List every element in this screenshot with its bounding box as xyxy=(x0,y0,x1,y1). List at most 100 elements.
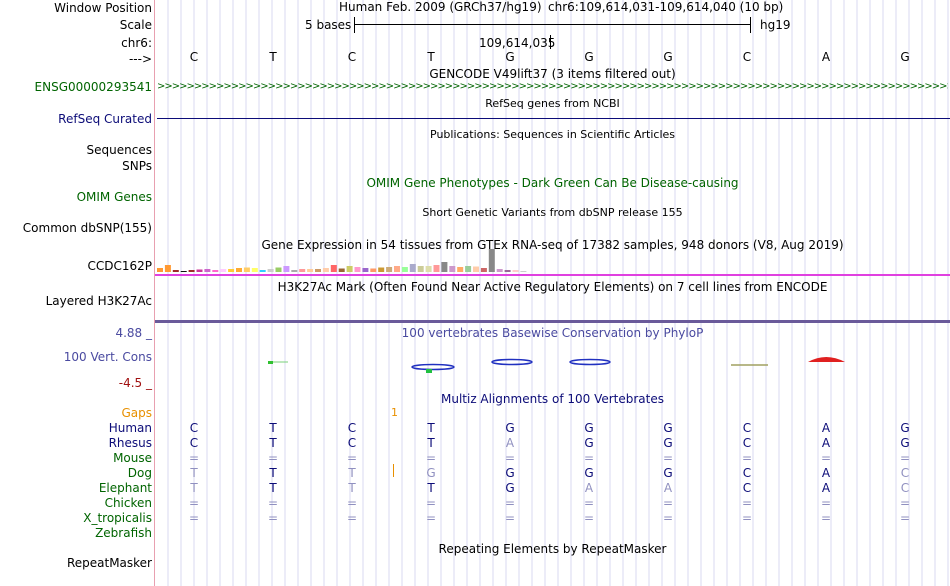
base-grid xyxy=(167,0,949,586)
alignment-base: A xyxy=(584,481,594,495)
dbsnp-label[interactable]: Common dbSNP(155) xyxy=(22,221,152,235)
alignment-base: = xyxy=(899,496,911,510)
alignment-base: T xyxy=(269,436,277,450)
alignment-base: A xyxy=(821,466,831,480)
alignment-base: C xyxy=(742,481,752,495)
species-label[interactable]: Zebrafish xyxy=(95,526,152,540)
repeatmasker-label[interactable]: RepeatMasker xyxy=(66,556,152,570)
h3k27ac-signal[interactable] xyxy=(155,320,950,323)
alignment-base: G xyxy=(505,481,515,495)
alignment-base: T xyxy=(427,436,435,450)
alignment-base: T xyxy=(427,421,435,435)
alignment-base: = xyxy=(267,511,279,525)
reference-base: C xyxy=(742,50,752,64)
species-label[interactable]: Chicken xyxy=(104,496,152,510)
omim-title: OMIM Gene Phenotypes - Dark Green Can Be… xyxy=(366,176,739,190)
alignment-base: = xyxy=(504,511,516,525)
window-position-value: chr6:109,614,031-109,614,040 (10 bp) xyxy=(548,0,784,14)
alignment-base: A xyxy=(821,481,831,495)
alignment-base: A xyxy=(821,436,831,450)
species-label[interactable]: Human xyxy=(108,421,152,435)
cons-title: 100 vertebrates Basewise Conservation by… xyxy=(401,326,704,340)
repeatmasker-title: Repeating Elements by RepeatMasker xyxy=(438,542,667,556)
gencode-label[interactable]: ENSG00000293541 xyxy=(34,80,152,94)
assembly-title: Human Feb. 2009 (GRCh37/hg19) xyxy=(339,0,542,14)
alignment-base: = xyxy=(267,496,279,510)
coordinate-tick xyxy=(550,35,551,49)
alignment-base: = xyxy=(820,496,832,510)
alignment-base: G xyxy=(505,421,515,435)
alignment-base: T xyxy=(190,481,198,495)
alignment-base: = xyxy=(662,451,674,465)
alignment-base: C xyxy=(742,436,752,450)
refseq-label[interactable]: RefSeq Curated xyxy=(58,112,152,126)
dog-insertion-mark xyxy=(393,464,394,477)
db-name: hg19 xyxy=(760,18,791,32)
gtex-separator xyxy=(155,274,950,276)
omim-label[interactable]: OMIM Genes xyxy=(76,190,152,204)
alignment-base: = xyxy=(583,496,595,510)
cons-min: -4.5 _ xyxy=(118,376,152,390)
alignment-base: T xyxy=(348,466,356,480)
publications-label[interactable]: Sequences xyxy=(86,143,152,157)
alignment-base: C xyxy=(742,466,752,480)
gaps-label[interactable]: Gaps xyxy=(121,406,152,420)
species-label[interactable]: Rhesus xyxy=(108,436,152,450)
reference-base: G xyxy=(584,50,594,64)
reference-base: G xyxy=(900,50,910,64)
reference-base: A xyxy=(821,50,831,64)
species-label[interactable]: Mouse xyxy=(113,451,152,465)
alignment-base: C xyxy=(347,421,357,435)
alignment-base: T xyxy=(427,481,435,495)
alignment-base: G xyxy=(426,466,436,480)
reference-base: G xyxy=(505,50,515,64)
refseq-feature[interactable] xyxy=(157,118,950,119)
alignment-base: T xyxy=(190,466,198,480)
alignment-base: G xyxy=(900,436,910,450)
alignment-base: = xyxy=(267,451,279,465)
alignment-base: A xyxy=(505,436,515,450)
species-label[interactable]: Elephant xyxy=(98,481,152,495)
scale-label: Scale xyxy=(119,18,152,32)
alignment-base: = xyxy=(188,451,200,465)
alignment-base: = xyxy=(188,511,200,525)
alignment-base: = xyxy=(662,496,674,510)
dbsnp-title: Short Genetic Variants from dbSNP releas… xyxy=(422,206,683,219)
alignment-base: C xyxy=(900,466,910,480)
label-divider xyxy=(154,0,155,586)
alignment-base: = xyxy=(346,511,358,525)
alignment-base: = xyxy=(899,451,911,465)
alignment-base: = xyxy=(188,496,200,510)
alignment-base: T xyxy=(348,481,356,495)
alignment-base: T xyxy=(269,466,277,480)
alignment-base: = xyxy=(820,451,832,465)
alignment-base: = xyxy=(583,511,595,525)
species-label[interactable]: Dog xyxy=(127,466,152,480)
h3k27ac-label[interactable]: Layered H3K27Ac xyxy=(45,294,152,308)
alignment-base: A xyxy=(663,481,673,495)
reference-base: G xyxy=(663,50,673,64)
alignment-base: G xyxy=(900,421,910,435)
publications-title: Publications: Sequences in Scientific Ar… xyxy=(430,128,675,141)
alignment-base: T xyxy=(269,421,277,435)
alignment-base: G xyxy=(663,436,673,450)
alignment-base: = xyxy=(741,511,753,525)
gtex-title: Gene Expression in 54 tissues from GTEx … xyxy=(261,238,844,252)
species-label[interactable]: X_tropicalis xyxy=(83,511,152,525)
reference-base: C xyxy=(347,50,357,64)
alignment-base: = xyxy=(425,451,437,465)
reference-base: T xyxy=(427,50,435,64)
alignment-base: C xyxy=(189,421,199,435)
gtex-label[interactable]: CCDC162P xyxy=(87,259,152,273)
refseq-title: RefSeq genes from NCBI xyxy=(485,97,620,110)
alignment-base: = xyxy=(425,496,437,510)
snps-label[interactable]: SNPs xyxy=(122,159,152,173)
alignment-base: = xyxy=(820,511,832,525)
alignment-base: = xyxy=(346,496,358,510)
gencode-title: GENCODE V49lift37 (3 items filtered out) xyxy=(429,67,676,81)
alignment-base: = xyxy=(741,496,753,510)
cons-label[interactable]: 100 Vert. Cons xyxy=(63,350,152,364)
gencode-feature[interactable]: >>>>>>>>>>>>>>>>>>>>>>>>>>>>>>>>>>>>>>>>… xyxy=(157,81,948,92)
chrom-label: chr6: xyxy=(121,36,152,50)
alignment-base: = xyxy=(425,511,437,525)
